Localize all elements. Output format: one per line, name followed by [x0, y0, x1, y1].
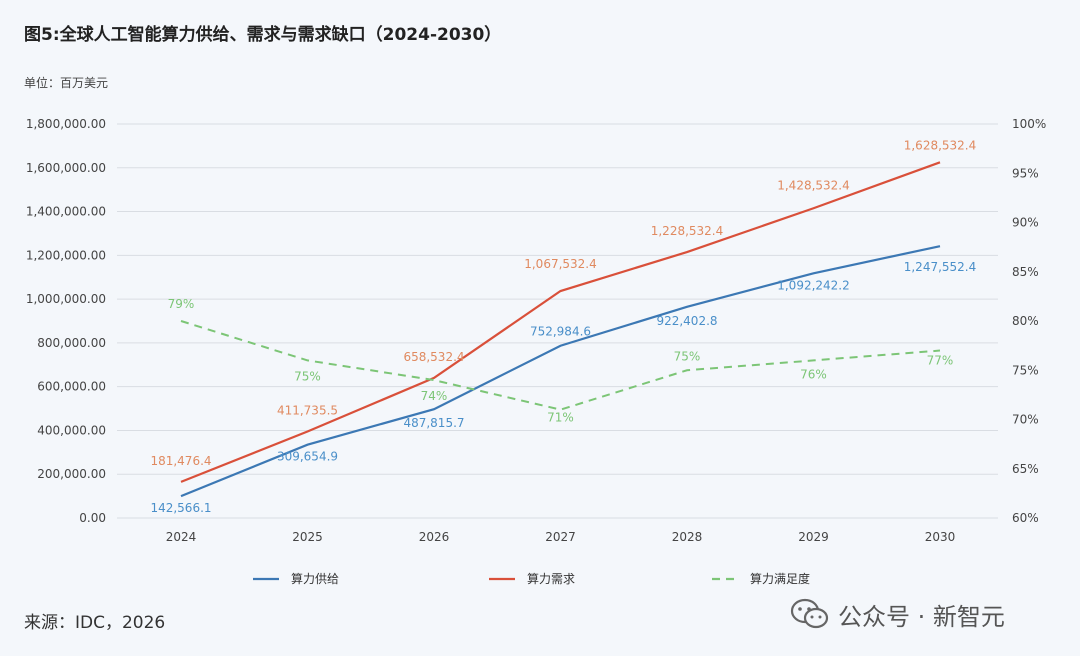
y-tick-label: 200,000.00	[37, 467, 106, 481]
wechat-icon	[790, 598, 829, 629]
line-chart: 0.00 200,000.00 400,000.00 600,000.00 800,00…	[26, 117, 1046, 586]
y-tick-label: 800,000.00	[37, 336, 106, 350]
y2-tick-label: 65%	[1012, 462, 1039, 476]
x-tick-label: 2028	[672, 530, 703, 544]
x-tick-label: 2029	[798, 530, 829, 544]
x-tick-label: 2027	[545, 530, 576, 544]
data-label-ratio: 75%	[294, 369, 321, 383]
y2-tick-label: 75%	[1012, 363, 1039, 377]
data-label-supply: 1,092,242.2	[777, 278, 850, 292]
series-line-0	[180, 245, 941, 498]
y-tick-label: 1,000,000.00	[26, 292, 106, 306]
unit-label: 单位：百万美元	[24, 76, 109, 90]
y-tick-label: 0.00	[79, 511, 106, 525]
data-label-ratio: 74%	[421, 389, 448, 403]
y2-tick-label: 80%	[1012, 314, 1039, 328]
y-tick-label: 400,000.00	[37, 423, 106, 437]
y-tick-label: 1,600,000.00	[26, 161, 106, 175]
y-tick-label: 1,800,000.00	[26, 117, 106, 131]
data-label-supply: 922,402.8	[656, 314, 717, 328]
data-label-ratio: 75%	[674, 349, 701, 363]
x-tick-label: 2026	[419, 530, 450, 544]
data-label-demand: 1,628,532.4	[904, 138, 977, 152]
data-label-ratio: 79%	[168, 297, 195, 311]
data-label-demand: 1,428,532.4	[777, 178, 850, 192]
y-tick-label: 1,200,000.00	[26, 248, 106, 262]
y2-tick-label: 60%	[1012, 511, 1039, 525]
y2-tick-label: 90%	[1012, 216, 1039, 230]
data-label-supply: 1,247,552.4	[904, 260, 977, 274]
data-label-ratio: 77%	[927, 354, 954, 368]
y2-tick-label: 85%	[1012, 265, 1039, 279]
y2-tick-label: 70%	[1012, 413, 1039, 427]
source-note: 来源：IDC，2026	[24, 613, 166, 633]
y2-tick-label: 95%	[1012, 166, 1039, 180]
x-tick-label: 2024	[166, 530, 197, 544]
data-label-demand: 658,532.4	[403, 350, 464, 364]
legend-label: 算力需求	[527, 571, 575, 586]
chart-title: 图5:全球人工智能算力供给、需求与需求缺口（2024-2030）	[24, 25, 502, 45]
data-label-demand: 1,228,532.4	[651, 224, 724, 238]
data-label-demand: 1,067,532.4	[524, 257, 597, 271]
y-tick-label: 600,000.00	[37, 380, 106, 394]
data-label-supply: 309,654.9	[277, 450, 338, 464]
legend-label: 算力满足度	[750, 571, 810, 586]
data-label-ratio: 76%	[800, 367, 827, 381]
x-tick-label: 2030	[925, 530, 956, 544]
data-label-supply: 487,815.7	[403, 416, 464, 430]
data-label-demand: 181,476.4	[150, 454, 211, 468]
y-tick-label: 1,400,000.00	[26, 205, 106, 219]
series-line-2	[180, 320, 941, 411]
y2-tick-label: 100%	[1012, 117, 1046, 131]
data-label-supply: 752,984.6	[530, 325, 591, 339]
legend-label: 算力供给	[291, 571, 339, 586]
series-line-1	[180, 161, 941, 483]
data-label-demand: 411,735.5	[277, 404, 338, 418]
data-label-supply: 142,566.1	[150, 501, 211, 515]
data-label-ratio: 71%	[547, 411, 574, 425]
watermark-text: 公众号 · 新智元	[838, 602, 1005, 631]
watermark: 公众号 · 新智元	[790, 596, 1005, 632]
x-tick-label: 2025	[292, 530, 323, 544]
